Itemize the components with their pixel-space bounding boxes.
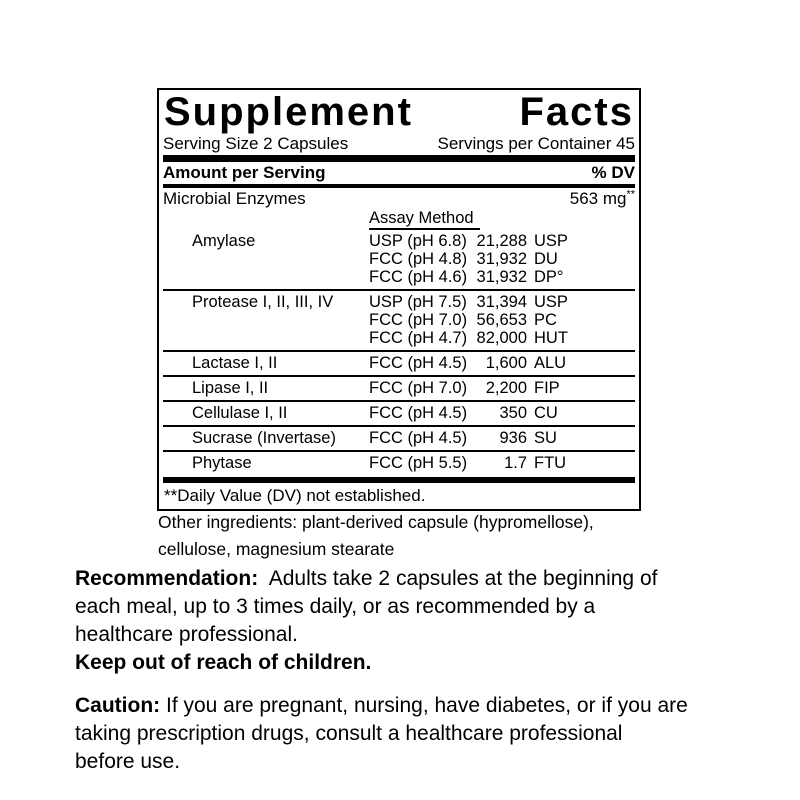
assay-amount: 350 — [499, 404, 527, 422]
assay-unit: DP° — [534, 268, 564, 286]
enzyme-row: FCC (pH 4.6) 31,932 DP° — [163, 268, 635, 286]
panel-title-word-1: Supplement — [164, 90, 413, 134]
total-enzymes-row: Microbial Enzymes 563 mg** — [163, 189, 635, 208]
total-amount-value: 563 mg — [569, 189, 627, 208]
assay-unit: DU — [534, 250, 558, 268]
dv-footnote: **Daily Value (DV) not established. — [164, 486, 426, 505]
servings-per-container: Servings per Container 45 — [437, 134, 635, 153]
enzyme-group-protease: Protease I, II, III, IV USP (pH 7.5) 31,… — [163, 291, 635, 350]
assay-method: FCC (pH 7.0) — [369, 379, 468, 397]
assay-amount: 31,394 — [476, 293, 527, 311]
row-separator — [163, 400, 635, 402]
assay-amount: 31,932 — [476, 268, 527, 286]
dv-asterisks: ** — [626, 188, 635, 201]
enzyme-group-amylase: Amylase USP (pH 6.8) 21,288 USP FCC (pH … — [163, 230, 635, 289]
enzyme-name: Sucrase (Invertase) — [192, 429, 336, 447]
assay-unit: HUT — [534, 329, 568, 347]
row-separator — [163, 450, 635, 452]
assay-unit: PC — [534, 311, 557, 329]
total-enzymes-name: Microbial Enzymes — [163, 189, 306, 208]
enzyme-name: Cellulase I, II — [192, 404, 288, 422]
total-enzymes-amount: 563 mg** — [570, 189, 635, 208]
enzyme-group-sucrase: Sucrase (Invertase) FCC (pH 4.5) 936 SU — [163, 427, 635, 450]
divider-medium — [163, 184, 635, 188]
assay-method: USP (pH 6.8) — [369, 232, 467, 250]
row-separator — [163, 375, 635, 377]
assay-unit: CU — [534, 404, 558, 422]
assay-method: FCC (pH 5.5) — [369, 454, 468, 472]
assay-method: FCC (pH 7.0) — [369, 311, 468, 329]
serving-size: Serving Size 2 Capsules — [163, 134, 349, 153]
enzyme-name: Amylase — [192, 232, 256, 250]
assay-unit: USP — [534, 232, 568, 250]
row-separator — [163, 350, 635, 352]
assay-method: FCC (pH 4.5) — [369, 354, 468, 372]
assay-method: FCC (pH 4.5) — [369, 429, 468, 447]
row-separator — [163, 289, 635, 291]
caution-label: Caution: — [75, 694, 161, 717]
amount-per-serving-header: Amount per Serving — [163, 163, 326, 182]
recommendation-text: Adults take 2 capsules at the beginning … — [75, 567, 658, 646]
assay-method-header: Assay Method — [369, 209, 480, 230]
row-separator — [163, 425, 635, 427]
enzyme-name: Protease I, II, III, IV — [192, 293, 334, 311]
assay-amount: 1,600 — [485, 354, 527, 372]
enzyme-row: Lactase I, II FCC (pH 4.5) 1,600 ALU — [163, 354, 635, 372]
recommendation-label: Recommendation: — [75, 567, 259, 590]
assay-unit: SU — [534, 429, 557, 447]
assay-method: FCC (pH 4.7) — [369, 329, 468, 347]
divider-thick-bottom — [163, 477, 635, 483]
assay-unit: FTU — [534, 454, 567, 472]
enzyme-name: Lipase I, II — [192, 379, 269, 397]
enzyme-row: Lipase I, II FCC (pH 7.0) 2,200 FIP — [163, 379, 635, 397]
enzyme-group-cellulase: Cellulase I, II FCC (pH 4.5) 350 CU — [163, 402, 635, 425]
assay-method: FCC (pH 4.6) — [369, 268, 468, 286]
assay-amount: 936 — [499, 429, 527, 447]
usage-text-block: Recommendation: Adults take 2 capsules a… — [75, 565, 765, 776]
enzyme-row: FCC (pH 7.0) 56,653 PC — [163, 311, 635, 329]
assay-amount: 31,932 — [476, 250, 527, 268]
assay-amount: 56,653 — [476, 311, 527, 329]
assay-unit: FIP — [534, 379, 560, 397]
assay-amount: 1.7 — [504, 454, 527, 472]
assay-unit: ALU — [534, 354, 567, 372]
panel-title-word-2: Facts — [519, 90, 634, 134]
enzyme-row: Cellulase I, II FCC (pH 4.5) 350 CU — [163, 404, 635, 422]
panel-title: Supplement Facts — [163, 90, 635, 134]
enzyme-row: FCC (pH 4.8) 31,932 DU — [163, 250, 635, 268]
enzyme-group-lipase: Lipase I, II FCC (pH 7.0) 2,200 FIP — [163, 377, 635, 400]
assay-method: FCC (pH 4.8) — [369, 250, 468, 268]
assay-unit: USP — [534, 293, 568, 311]
enzyme-row: FCC (pH 4.7) 82,000 HUT — [163, 329, 635, 347]
serving-info-row: Serving Size 2 Capsules Servings per Con… — [163, 134, 635, 154]
recommendation-paragraph: Recommendation: Adults take 2 capsules a… — [75, 565, 765, 649]
assay-amount: 21,288 — [476, 232, 527, 250]
enzyme-row: Amylase USP (pH 6.8) 21,288 USP — [163, 232, 635, 250]
divider-thick-top — [163, 155, 635, 162]
assay-amount: 82,000 — [476, 329, 527, 347]
assay-method: FCC (pH 4.5) — [369, 404, 468, 422]
enzyme-group-phytase: Phytase FCC (pH 5.5) 1.7 FTU — [163, 452, 635, 475]
dv-header: % DV — [591, 163, 635, 182]
enzyme-row: Phytase FCC (pH 5.5) 1.7 FTU — [163, 454, 635, 472]
enzyme-name: Lactase I, II — [192, 354, 278, 372]
assay-method-header-row: Assay Method — [369, 209, 635, 230]
other-ingredients: Other ingredients: plant-derived capsule… — [158, 512, 594, 559]
enzyme-row: Protease I, II, III, IV USP (pH 7.5) 31,… — [163, 293, 635, 311]
assay-method: USP (pH 7.5) — [369, 293, 467, 311]
assay-amount: 2,200 — [485, 379, 527, 397]
amount-header-row: Amount per Serving % DV — [163, 163, 635, 183]
keep-out-of-reach-warning: Keep out of reach of children. — [75, 651, 372, 674]
enzyme-group-lactase: Lactase I, II FCC (pH 4.5) 1,600 ALU — [163, 352, 635, 375]
enzyme-row: Sucrase (Invertase) FCC (pH 4.5) 936 SU — [163, 429, 635, 447]
supplement-facts-panel: Supplement Facts Serving Size 2 Capsules… — [157, 88, 641, 511]
caution-text: If you are pregnant, nursing, have diabe… — [75, 694, 688, 773]
caution-paragraph: Caution: If you are pregnant, nursing, h… — [75, 692, 765, 776]
enzyme-name: Phytase — [192, 454, 252, 472]
